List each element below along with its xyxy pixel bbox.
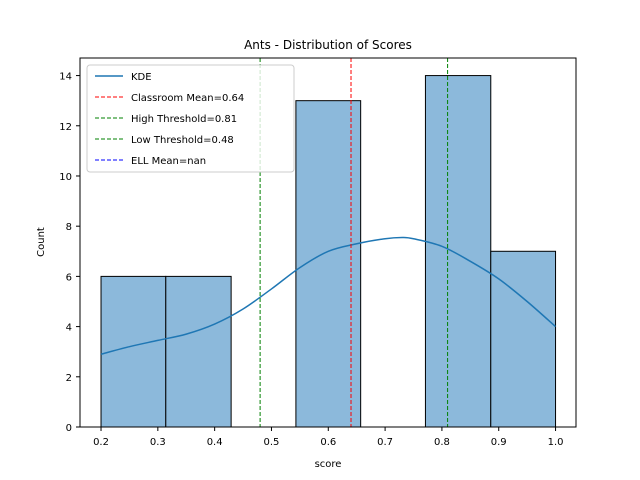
legend-label-0: KDE (131, 72, 152, 83)
legend: KDE Classroom Mean=0.64 High Threshold=0.8… (86, 64, 295, 173)
x-tick-label-5: 0.7 (377, 437, 393, 448)
histogram-bar-1 (165, 275, 232, 428)
y-tick-label-7: 14 (59, 72, 72, 83)
chart-title: Ants - Distribution of Scores (244, 38, 412, 52)
y-axis: 0 2 4 6 8 10 12 14 (59, 72, 80, 434)
histogram-bar-5 (424, 75, 492, 428)
y-axis-label: Count (36, 227, 47, 257)
legend-label-1: Classroom Mean=0.64 (131, 93, 244, 104)
y-tick-label-1: 2 (66, 373, 72, 384)
y-tick-label-4: 8 (66, 222, 72, 233)
y-tick-label-3: 6 (66, 272, 72, 283)
x-tick-label-4: 0.6 (320, 437, 336, 448)
x-tick-label-0: 0.2 (93, 437, 109, 448)
x-tick-label-3: 0.5 (264, 437, 280, 448)
histogram-bar-6 (490, 250, 557, 428)
y-tick-label-2: 4 (66, 323, 72, 334)
legend-box (86, 64, 295, 173)
legend-label-2: High Threshold=0.81 (131, 114, 237, 125)
x-tick-label-2: 0.4 (207, 437, 223, 448)
y-tick-label-5: 10 (59, 172, 72, 183)
x-axis: 0.2 0.3 0.4 0.5 0.6 0.7 0.8 0.9 1.0 (93, 427, 563, 448)
x-axis-label: score (315, 459, 342, 470)
bars-layer (100, 75, 557, 428)
y-tick-label-0: 0 (66, 423, 72, 434)
legend-label-4: ELL Mean=nan (131, 156, 206, 167)
kde-layer (100, 236, 557, 355)
kde-line (100, 236, 557, 355)
x-tick-label-7: 0.9 (491, 437, 507, 448)
y-tick-label-6: 12 (59, 122, 72, 133)
legend-label-3: Low Threshold=0.48 (131, 135, 234, 146)
x-tick-label-1: 0.3 (150, 437, 166, 448)
x-tick-label-8: 1.0 (548, 437, 564, 448)
x-tick-label-6: 0.8 (434, 437, 450, 448)
